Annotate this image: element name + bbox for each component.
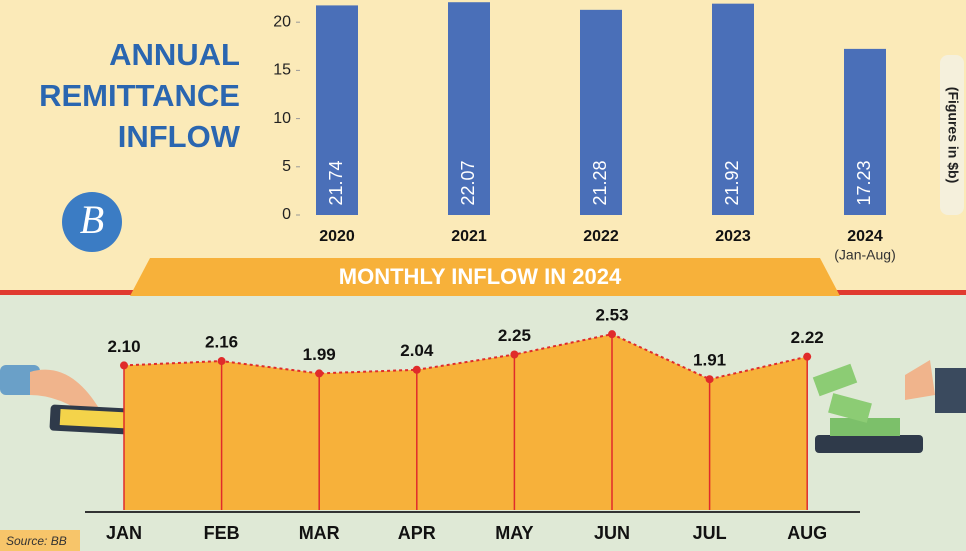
point [608, 330, 616, 339]
x-tick-label: JUL [693, 523, 727, 543]
data-label: 2.10 [107, 337, 140, 356]
x-tick-label: APR [398, 523, 436, 543]
data-label: 2.22 [791, 328, 824, 347]
x-tick-note: (Jan-Aug) [834, 247, 895, 263]
point [705, 375, 714, 384]
x-tick-label: 2020 [319, 228, 355, 245]
point [217, 357, 226, 366]
y-tick-label: 0 [282, 206, 291, 223]
chart-title: MONTHLY INFLOW IN 2024 [339, 264, 622, 289]
data-label: 21.74 [326, 160, 346, 205]
y-tick-label: 20 [273, 13, 291, 30]
y-label-box [940, 55, 964, 215]
x-tick-label: MAR [299, 523, 340, 543]
x-tick-label: FEB [204, 523, 240, 543]
x-tick-label: 2021 [451, 228, 487, 245]
logo: B [80, 197, 104, 242]
source: Source: BB [6, 534, 67, 548]
y-axis-label: (Figures in $b) [945, 87, 961, 183]
y-tick-label: 5 [282, 158, 291, 175]
line [123, 333, 808, 381]
x-tick-label: 2022 [583, 228, 619, 245]
y-tick-label: 10 [273, 110, 291, 127]
data-label: 1.91 [693, 351, 726, 370]
x-tick-label: JUN [594, 523, 630, 543]
bar [448, 2, 490, 216]
bar [316, 5, 358, 215]
x-tick-label: MAY [495, 523, 533, 543]
area [124, 334, 808, 510]
x-tick-label: 2023 [715, 228, 751, 245]
data-label: 21.92 [722, 160, 742, 205]
point [803, 352, 812, 361]
data-label: 1.99 [303, 345, 336, 364]
data-label: 17.23 [854, 160, 874, 205]
data-label: 2.25 [498, 326, 531, 345]
bar [712, 3, 754, 215]
point [510, 350, 519, 359]
x-tick-label: JAN [106, 523, 142, 543]
point [412, 365, 421, 374]
banner [130, 258, 840, 296]
data-label: 2.16 [205, 333, 238, 352]
data-label: 21.28 [590, 160, 610, 205]
bar [844, 48, 886, 215]
right-decoration [812, 360, 966, 453]
data-label: 2.53 [595, 306, 628, 325]
bar [580, 9, 622, 216]
x-tick-label: AUG [787, 523, 827, 543]
y-tick-label: 15 [273, 62, 291, 79]
point [120, 361, 128, 370]
data-label: 2.04 [400, 341, 434, 360]
chart-title: ANNUAL REMITTANCE INFLOW [39, 37, 240, 154]
source-box [0, 530, 80, 551]
data-label: 22.07 [458, 160, 478, 205]
logo-circle [62, 192, 122, 252]
x-tick-label: 2024 [847, 228, 883, 245]
point [315, 369, 324, 378]
